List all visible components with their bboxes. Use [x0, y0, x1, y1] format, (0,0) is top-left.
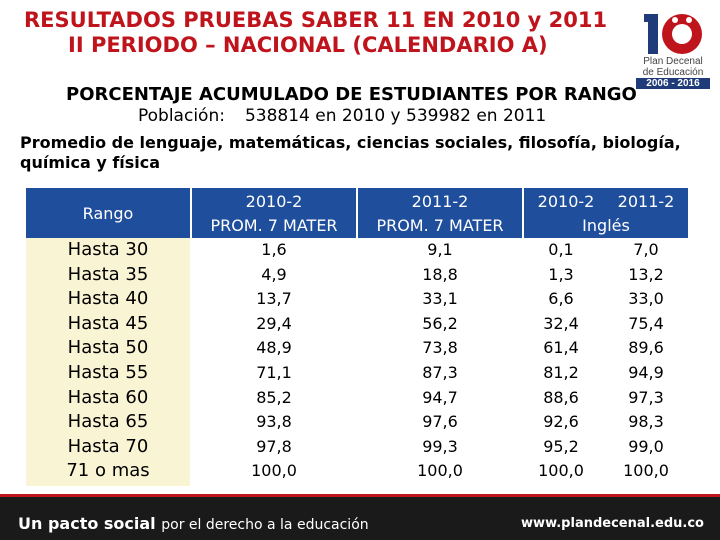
cell-p2010: 4,9	[261, 264, 287, 284]
logo-text-2: de Educación	[642, 67, 704, 78]
cell-p2010: 48,9	[256, 338, 292, 358]
cell-p2010: 93,8	[256, 412, 292, 432]
title-line-1: RESULTADOS PRUEBAS SABER 11 EN 2010 y 20…	[24, 8, 608, 32]
footer-rule	[0, 494, 720, 497]
cell-rango: 71 o mas	[66, 460, 150, 482]
cell-p2011: 100,0	[417, 461, 463, 481]
header-2011-year: 2011-2	[411, 192, 469, 211]
cell-e2011: 94,9	[628, 363, 664, 382]
header-2011-sub: PROM. 7 MATER	[376, 216, 504, 235]
subtitle-heading: PORCENTAJE ACUMULADO DE ESTUDIANTES POR …	[66, 84, 637, 105]
footer-slogan-rest: por el derecho a la educación	[161, 517, 369, 533]
cell-p2011: 87,3	[422, 363, 458, 382]
cell-e2011: 89,6	[628, 338, 664, 358]
cell-p2010: 97,8	[256, 436, 292, 456]
cell-e2011: 97,3	[628, 387, 664, 407]
description: Promedio de lenguaje, matemáticas, cienc…	[20, 133, 681, 172]
cell-rango: Hasta 45	[67, 312, 149, 334]
cell-rango: Hasta 50	[67, 337, 149, 359]
cell-e2011: 98,3	[628, 412, 664, 432]
header-rango: Rango	[26, 188, 190, 238]
header-ingles-sub: Inglés	[582, 216, 630, 235]
header-rango-label: Rango	[82, 203, 134, 223]
cell-e2010: 88,6	[543, 387, 579, 407]
header-2010-year: 2010-2	[245, 192, 303, 211]
cell-e2011: 13,2	[628, 264, 664, 284]
title-line-2: II PERIODO – NACIONAL (CALENDARIO A)	[68, 33, 548, 57]
logo-digits-graphic	[644, 14, 702, 54]
footer-slogan: Un pacto social por el derecho a la educ…	[18, 514, 369, 533]
population-value: 538814 en 2010 y 539982 en 2011	[244, 106, 547, 126]
cell-p2010: 29,4	[256, 313, 292, 333]
cell-p2010: 71,1	[256, 363, 292, 382]
footer-slogan-bold: Un pacto social	[18, 514, 156, 533]
cell-e2011: 99,0	[628, 436, 664, 456]
cell-rango: Hasta 35	[67, 263, 149, 285]
cell-rango: Hasta 65	[67, 411, 149, 433]
logo-years: 2006 - 2016	[636, 78, 710, 89]
cell-p2011: 18,8	[422, 264, 458, 284]
cell-e2011: 75,4	[628, 313, 664, 333]
cell-e2011: 7,0	[633, 240, 659, 259]
cell-p2011: 97,6	[422, 412, 458, 432]
header-2011-prom: 2011-2 PROM. 7 MATER	[358, 188, 522, 238]
population-line: Población: 538814 en 2010 y 539982 en 201…	[138, 106, 546, 126]
cell-p2010: 13,7	[256, 289, 292, 309]
cell-p2011: 73,8	[422, 338, 458, 358]
cell-rango: Hasta 40	[67, 288, 149, 310]
header-ingles-2011: 2011-2	[617, 192, 675, 211]
cell-e2010: 0,1	[548, 240, 574, 259]
cell-e2010: 81,2	[543, 363, 579, 382]
cell-e2010: 100,0	[538, 461, 584, 481]
cell-p2011: 56,2	[422, 313, 458, 333]
header-2010-prom: 2010-2 PROM. 7 MATER	[192, 188, 356, 238]
rango-column	[26, 238, 190, 486]
header-ingles-2010: 2010-2	[537, 192, 595, 211]
cell-p2011: 33,1	[422, 289, 458, 309]
header-2010-sub: PROM. 7 MATER	[210, 216, 338, 235]
page-title: RESULTADOS PRUEBAS SABER 11 EN 2010 y 20…	[24, 8, 607, 58]
cell-p2010: 1,6	[261, 240, 287, 259]
cell-p2010: 85,2	[256, 387, 292, 407]
cell-e2011: 33,0	[628, 289, 664, 309]
cell-e2011: 100,0	[623, 461, 669, 481]
cell-e2010: 95,2	[543, 436, 579, 456]
cell-e2010: 6,6	[548, 289, 574, 309]
footer: Un pacto social por el derecho a la educ…	[0, 494, 720, 540]
cell-p2011: 94,7	[422, 387, 458, 407]
cell-e2010: 61,4	[543, 338, 579, 358]
cell-rango: Hasta 55	[67, 362, 149, 383]
cell-e2010: 1,3	[548, 264, 574, 284]
footer-url: www.plandecenal.edu.co	[521, 516, 704, 531]
cell-p2011: 9,1	[427, 240, 453, 259]
cell-e2010: 92,6	[543, 412, 579, 432]
header-ingles: 2010-2 2011-2 Inglés	[524, 188, 688, 238]
cell-rango: Hasta 30	[67, 239, 149, 260]
cell-p2010: 100,0	[251, 461, 297, 481]
cell-p2011: 99,3	[422, 436, 458, 456]
cell-rango: Hasta 70	[67, 435, 149, 457]
logo-text-1: Plan Decenal	[643, 56, 703, 67]
cell-rango: Hasta 60	[67, 386, 149, 408]
population-label: Población:	[138, 106, 225, 126]
plan-decenal-logo: Plan Decenal de Educación 2006 - 2016	[636, 8, 710, 89]
cell-e2010: 32,4	[543, 313, 579, 333]
